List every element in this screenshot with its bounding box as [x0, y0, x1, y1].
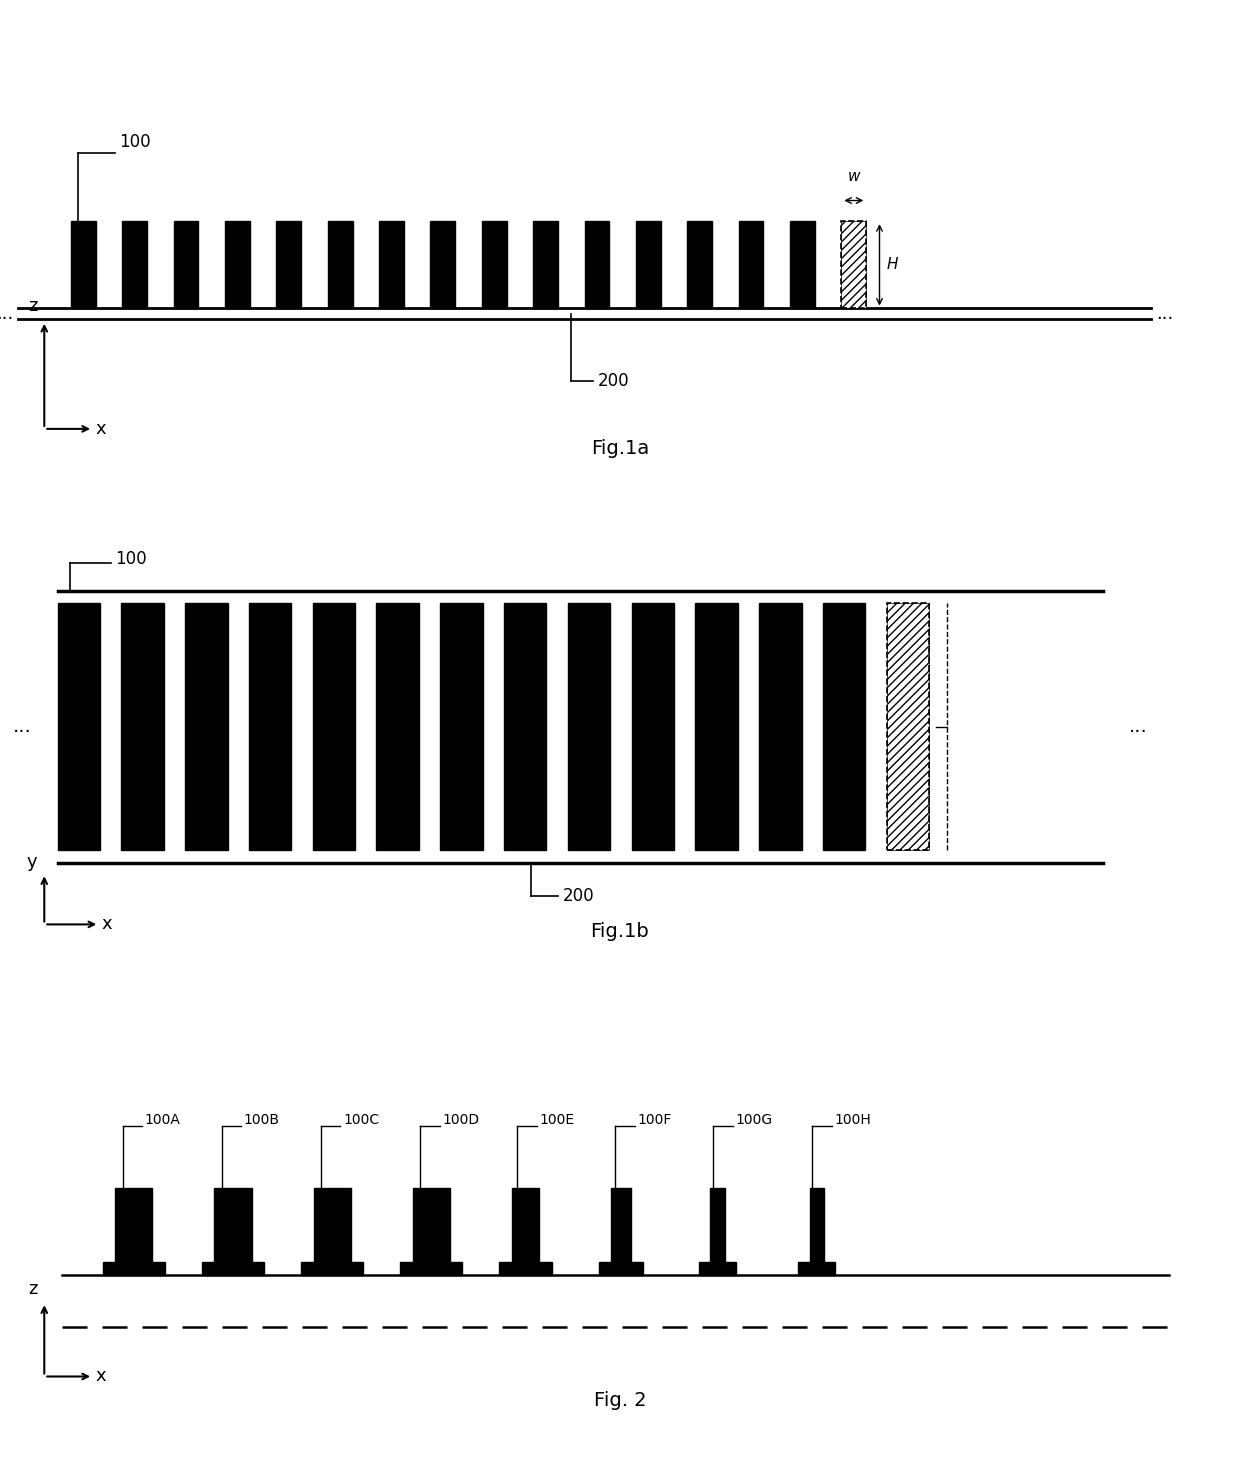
Bar [71, 221, 95, 308]
Text: 100A: 100A [145, 1114, 181, 1127]
Bar [533, 221, 558, 308]
Text: ...: ... [1156, 304, 1173, 323]
Bar [103, 1262, 165, 1275]
Bar [301, 1262, 363, 1275]
Bar [327, 221, 352, 308]
Bar [687, 221, 712, 308]
Text: x: x [95, 420, 107, 437]
Text: 100D: 100D [443, 1114, 480, 1127]
Bar [810, 1188, 823, 1262]
Text: Fig.1a: Fig.1a [591, 439, 649, 458]
Text: 100F: 100F [637, 1114, 672, 1127]
Text: 100C: 100C [343, 1114, 379, 1127]
Bar [696, 604, 738, 850]
Bar [512, 1188, 538, 1262]
Bar [739, 221, 764, 308]
Text: H: H [887, 258, 898, 273]
Text: z: z [27, 1280, 37, 1298]
Bar [202, 1262, 264, 1275]
Text: y: y [26, 853, 37, 871]
Bar [790, 221, 815, 308]
Text: 200: 200 [598, 372, 630, 390]
Bar [568, 604, 610, 850]
Text: x: x [95, 1367, 107, 1385]
Bar [413, 1188, 450, 1262]
Text: ...: ... [0, 304, 14, 323]
Text: 100G: 100G [735, 1114, 773, 1127]
Bar [312, 604, 355, 850]
Bar [498, 1262, 552, 1275]
Bar [759, 604, 801, 850]
Text: 200: 200 [563, 887, 594, 906]
Bar [823, 604, 866, 850]
Bar [599, 1262, 644, 1275]
Bar [249, 604, 291, 850]
Text: Fig.1b: Fig.1b [590, 922, 650, 940]
Text: 100E: 100E [539, 1114, 574, 1127]
Text: 100B: 100B [244, 1114, 280, 1127]
Bar [115, 1188, 153, 1262]
Text: z: z [27, 297, 37, 314]
Bar [584, 221, 609, 308]
Bar [314, 1188, 351, 1262]
Bar [379, 221, 404, 308]
Bar [503, 604, 547, 850]
Bar [482, 221, 507, 308]
Bar [887, 604, 929, 850]
Bar [842, 221, 867, 308]
Bar [401, 1262, 463, 1275]
Text: x: x [102, 915, 113, 933]
Bar [215, 1188, 252, 1262]
Text: ...: ... [1128, 718, 1147, 736]
Bar [377, 604, 419, 850]
Bar [57, 604, 100, 850]
Bar [123, 221, 148, 308]
Bar [224, 221, 249, 308]
Text: 100: 100 [115, 550, 146, 568]
Bar [887, 604, 929, 850]
Bar [277, 221, 301, 308]
Bar [185, 604, 228, 850]
Text: 100H: 100H [835, 1114, 872, 1127]
Text: Fig. 2: Fig. 2 [594, 1391, 646, 1410]
Bar [631, 604, 675, 850]
Bar [799, 1262, 836, 1275]
Bar [174, 221, 198, 308]
Bar [611, 1188, 631, 1262]
Bar [430, 221, 455, 308]
Bar [636, 221, 661, 308]
Bar [711, 1188, 724, 1262]
Text: w: w [848, 169, 861, 184]
Text: 100: 100 [119, 133, 151, 151]
Bar [842, 221, 867, 308]
Bar [122, 604, 164, 850]
Bar [440, 604, 482, 850]
Text: ...: ... [12, 718, 31, 736]
Bar [699, 1262, 737, 1275]
